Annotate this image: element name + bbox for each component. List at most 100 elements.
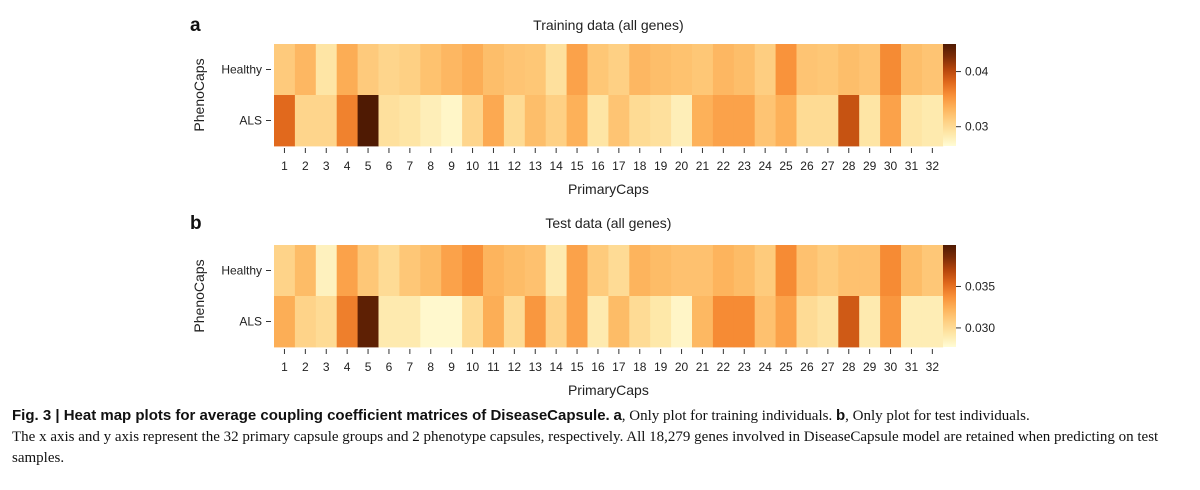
heatmap-cell [629,44,651,96]
x-axis-label: PrimaryCaps [568,181,649,197]
caption-description: The x axis and y axis represent the 32 p… [12,429,1159,466]
heatmap-cell [462,95,484,147]
heatmap-cell [775,95,797,147]
y-tick-label: Healthy [221,264,262,278]
heatmap-cell [566,95,588,147]
caption-a-label: a [613,407,622,424]
heatmap-cell [692,296,714,348]
x-tick-label: 13 [529,360,543,374]
colorbar-tick-label: 0.04 [965,65,989,79]
x-tick-label: 1 [281,159,288,173]
x-tick-label: 18 [633,159,647,173]
heatmap-cell [420,245,442,297]
heatmap-cell [775,296,797,348]
heatmap-cell [650,95,672,147]
x-tick-label: 4 [344,159,351,173]
heatmap-cell [880,245,902,297]
heatmap-cell [671,296,693,348]
x-tick-label: 22 [717,360,731,374]
heatmap-cell [483,44,505,96]
x-tick-label: 4 [344,360,351,374]
heatmap-cell [274,95,296,147]
heatmap-cell [901,95,923,147]
heatmap-cell [733,44,756,96]
x-tick-label: 31 [905,360,919,374]
heatmap-cell [671,44,693,96]
x-tick-label: 9 [448,159,455,173]
x-tick-label: 11 [487,159,500,173]
heatmap-cell [503,296,526,348]
heatmap-cell [796,245,818,297]
x-tick-label: 1 [281,360,288,374]
x-tick-label: 16 [591,159,605,173]
heatmap-cell [692,95,714,147]
x-tick-label: 5 [365,360,372,374]
heatmap-cell [545,296,567,348]
heatmap-cell [399,245,421,297]
x-tick-label: 6 [386,360,393,374]
heatmap-cell [921,95,944,147]
heatmap-cell [420,44,442,96]
heatmap-cell [399,95,421,147]
heatmap-cell [420,95,442,147]
x-tick-label: 18 [633,360,647,374]
figure-caption: Fig. 3 | Heat map plots for average coup… [12,405,1192,469]
x-tick-label: 27 [821,159,835,173]
heatmap-cell [712,296,735,348]
heatmap-cell [775,245,797,297]
x-tick-label: 10 [466,360,480,374]
heatmap-cell [378,95,400,147]
heatmap-cell [838,245,860,297]
heatmap-cell [357,296,379,348]
figure-3: a Training data (all genes) Healthy ALS Phen… [190,15,995,398]
heatmap-cell [608,44,630,96]
x-tick-label: 23 [738,159,752,173]
heatmap-cell [462,44,484,96]
x-tick-label: 20 [675,159,689,173]
heatmap-cell [336,95,358,147]
x-tick-label: 23 [738,360,752,374]
x-tick-label: 8 [427,360,434,374]
x-tick-label: 14 [549,360,563,374]
x-tick-label: 19 [654,159,668,173]
heatmap-cell [587,44,609,96]
heatmap-cell [503,95,526,147]
x-tick-label: 28 [842,159,856,173]
heatmap-cell [315,245,338,297]
heatmap-cell [880,296,902,348]
heatmap-cell [838,95,860,147]
x-tick-label: 29 [863,360,877,374]
heatmap-cell [796,296,818,348]
heatmap-cell [483,245,505,297]
heatmap-cell [608,245,630,297]
heatmap-cell [733,245,756,297]
x-tick-label: 13 [529,159,543,173]
x-tick-label: 8 [427,159,434,173]
heatmap-cell [880,44,902,96]
heatmap-cell [775,44,797,96]
x-tick-label: 3 [323,360,330,374]
heatmap-cell [524,245,547,297]
colorbar-tick-label: 0.03 [965,120,989,134]
heatmap-cell [921,44,944,96]
caption-b-label: b [835,407,846,424]
heatmap-cell [754,44,776,96]
x-tick-label: 6 [386,159,393,173]
y-tick-label: Healthy [221,63,262,77]
heatmap-cell [462,296,484,348]
x-tick-label: 28 [842,360,856,374]
heatmap-cell [524,95,547,147]
heatmap-cell [901,296,923,348]
heatmap-cell [545,245,567,297]
x-tick-label: 32 [926,159,940,173]
colorbar [943,44,956,146]
heatmap-cell [545,44,567,96]
heatmap-cell [921,245,944,297]
x-tick-label: 15 [570,360,584,374]
heatmap-cell [336,245,358,297]
heatmap-cell [483,95,505,147]
x-tick-label: 2 [302,159,309,173]
x-tick-label: 22 [717,159,731,173]
heatmap-cell [483,296,505,348]
x-tick-label: 12 [508,159,522,173]
